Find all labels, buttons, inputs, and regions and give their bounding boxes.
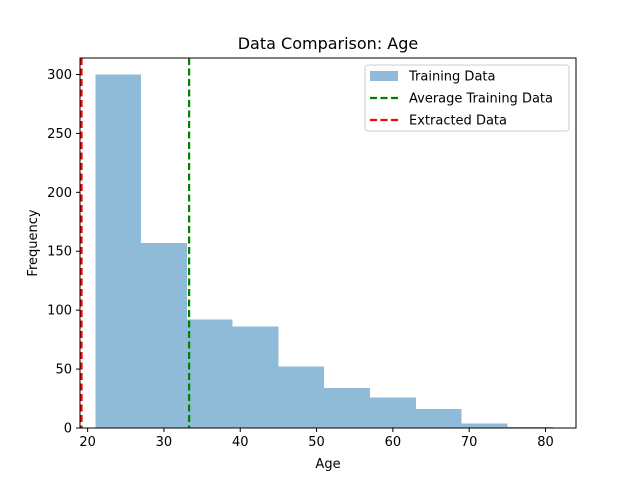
histogram-bar	[186, 319, 233, 428]
x-tick-label: 40	[232, 435, 249, 450]
histogram-bar	[461, 423, 508, 428]
x-tick-label: 30	[156, 435, 173, 450]
legend-label: Average Training Data	[409, 92, 553, 107]
histogram-bar	[141, 243, 187, 428]
histogram-bar	[415, 409, 462, 428]
histogram-bar	[95, 74, 142, 428]
legend-box	[364, 64, 570, 132]
plot-layer: 20 30 40 50 60 70 80 0 50 100 150 200 250 300	[47, 57, 577, 450]
chart-title: Data Comparison: Age	[238, 34, 419, 53]
y-tick-label: 200	[47, 186, 72, 201]
histogram-bar	[278, 366, 325, 428]
x-tick-label: 50	[308, 435, 325, 450]
histogram-bar	[507, 426, 554, 428]
x-tick-label: 20	[79, 435, 96, 450]
legend: Training Data Average Training Data Extrac…	[364, 64, 570, 132]
y-tick-label: 300	[47, 68, 72, 83]
histogram-bar	[232, 326, 279, 428]
y-tick-label: 50	[55, 363, 72, 378]
x-tick-label: 80	[537, 435, 554, 450]
histogram-bar	[324, 387, 370, 428]
legend-label: Extracted Data	[409, 114, 507, 129]
x-tick-label: 60	[385, 435, 402, 450]
x-tick-label: 70	[461, 435, 478, 450]
legend-swatch-training-data	[370, 71, 398, 81]
y-tick-label: 150	[47, 245, 72, 260]
y-tick-label: 0	[64, 422, 72, 437]
y-axis-label: Frequency	[26, 209, 41, 276]
y-tick-label: 250	[47, 127, 72, 142]
x-axis-label: Age	[315, 457, 340, 472]
histogram-bar	[369, 397, 416, 428]
legend-label: Training Data	[408, 70, 495, 85]
axes-frame	[79, 57, 577, 429]
y-tick-label: 100	[47, 304, 72, 319]
